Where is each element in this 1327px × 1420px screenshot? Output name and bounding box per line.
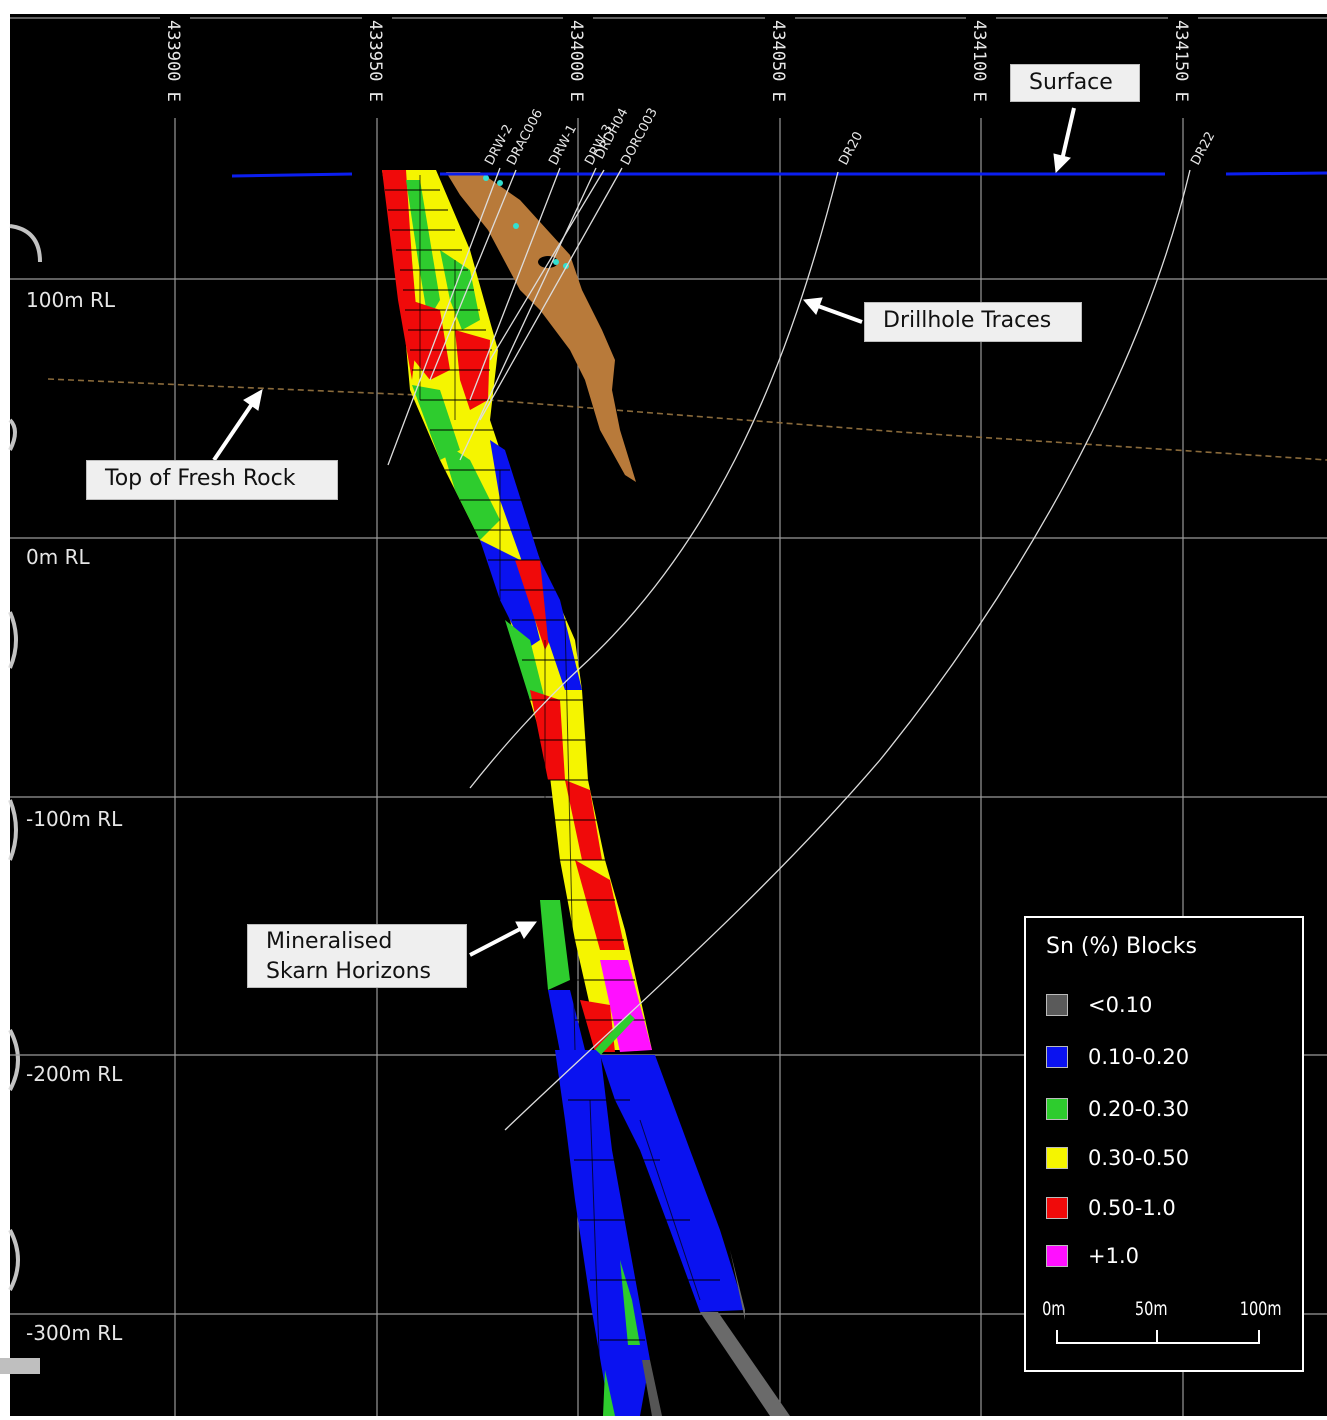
callout-skarn-horizons: Mineralised Skarn Horizons — [247, 924, 467, 988]
skarn-horizons — [382, 170, 790, 1416]
legend-label: 0.10-0.20 — [1088, 1045, 1190, 1069]
easting-label: 433900 E — [163, 20, 183, 102]
scale-bar-tick — [1156, 1330, 1158, 1344]
top-fresh-rock-line — [47, 378, 1327, 461]
rl-label: -200m RL — [26, 1062, 123, 1086]
oxide-drill-intercepts — [483, 175, 569, 269]
callout-arrows — [212, 107, 1076, 957]
legend-item: +1.0 — [1046, 1241, 1139, 1271]
easting-labels: 433900 E 433950 E 434000 E 434050 E 4341… — [163, 20, 1191, 102]
easting-label: 434050 E — [768, 20, 788, 102]
drillhole-traces — [387, 167, 1191, 1131]
legend-swatch — [1046, 1147, 1068, 1169]
callout-surface: Surface — [1010, 64, 1140, 102]
easting-label: 434100 E — [969, 20, 989, 102]
rl-label: 100m RL — [26, 288, 116, 312]
legend: Sn (%) Blocks <0.10 0.10-0.20 0.20-0.30 … — [1024, 916, 1304, 1372]
legend-item: 0.10-0.20 — [1046, 1042, 1189, 1072]
legend-swatch — [1046, 1245, 1068, 1267]
legend-label: <0.10 — [1088, 993, 1153, 1017]
oxide-body — [446, 172, 636, 482]
legend-swatch — [1046, 994, 1068, 1016]
scale-label: 0m — [1042, 1298, 1066, 1320]
legend-title: Sn (%) Blocks — [1046, 934, 1197, 959]
easting-label: 433950 E — [365, 20, 385, 102]
legend-item: 0.30-0.50 — [1046, 1143, 1189, 1173]
callout-skarn-line: Skarn Horizons — [266, 959, 431, 984]
surface-line — [231, 171, 1327, 178]
legend-swatch — [1046, 1098, 1068, 1120]
easting-label: 434150 E — [1171, 20, 1191, 102]
legend-label: 0.50-1.0 — [1088, 1196, 1176, 1220]
scale-label: 50m — [1134, 1298, 1168, 1320]
legend-item: <0.10 — [1046, 990, 1152, 1020]
legend-swatch — [1046, 1046, 1068, 1068]
edge-watermark — [8, 224, 42, 1291]
callout-top-fresh-rock: Top of Fresh Rock — [86, 460, 338, 500]
legend-item: 0.50-1.0 — [1046, 1193, 1176, 1223]
rl-label: 0m RL — [26, 545, 90, 569]
callout-skarn-line: Mineralised — [266, 929, 393, 954]
legend-label: +1.0 — [1088, 1244, 1139, 1268]
scale-bar — [1056, 1330, 1260, 1344]
rl-label: -100m RL — [26, 807, 123, 831]
easting-label: 434000 E — [566, 20, 586, 102]
legend-swatch — [1046, 1197, 1068, 1219]
rl-label: -300m RL — [26, 1321, 123, 1345]
callout-drillhole-traces: Drillhole Traces — [864, 302, 1082, 342]
legend-label: 0.30-0.50 — [1088, 1146, 1190, 1170]
legend-label: 0.20-0.30 — [1088, 1097, 1190, 1121]
scale-label: 100m — [1239, 1298, 1282, 1320]
legend-item: 0.20-0.30 — [1046, 1094, 1189, 1124]
